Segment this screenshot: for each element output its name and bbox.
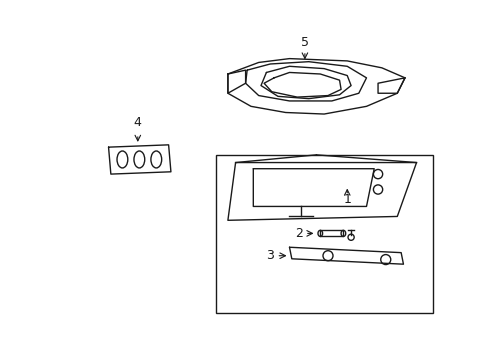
Polygon shape [320,230,343,237]
Text: 4: 4 [134,116,142,130]
Polygon shape [227,59,404,114]
Bar [216,155,432,313]
Text: 3: 3 [266,249,274,262]
Polygon shape [108,145,171,174]
Polygon shape [289,247,403,264]
Text: 1: 1 [343,193,350,206]
Text: 5: 5 [300,36,308,49]
Polygon shape [227,163,416,220]
Text: 2: 2 [295,227,303,240]
